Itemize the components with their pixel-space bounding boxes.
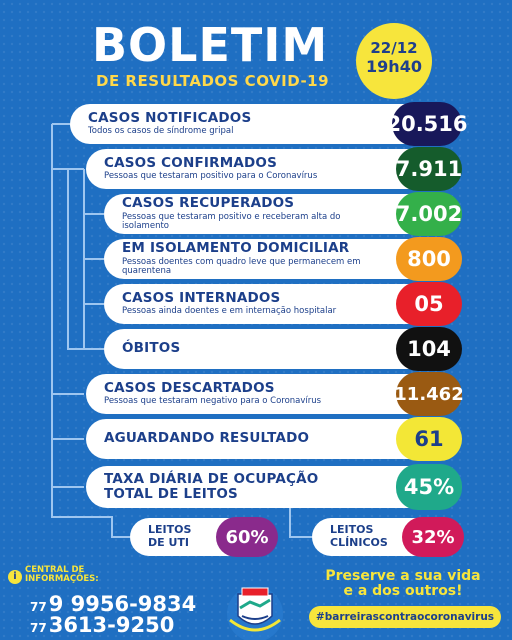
date-text: 22/12 xyxy=(370,39,418,57)
row-label: CASOS DESCARTADOS xyxy=(104,379,275,396)
date-badge: 22/12 19h40 xyxy=(356,23,432,99)
page-title: BOLETIM xyxy=(92,18,329,72)
row-value: 11.462 xyxy=(394,372,464,416)
row-value: 104 xyxy=(396,327,462,371)
city-crest xyxy=(227,586,283,640)
phone-number-2[interactable]: 773613-9250 xyxy=(30,613,174,637)
beds-clinicos-value: 32% xyxy=(402,517,464,557)
row-desc: Pessoas que testaram negativo para o Cor… xyxy=(104,396,322,407)
row-label-2: TOTAL DE LEITOS xyxy=(104,486,238,502)
row-casos-notificados: CASOS NOTIFICADOS Todos os casos de síndr… xyxy=(70,102,468,146)
row-desc: Todos os casos de síndrome gripal xyxy=(88,126,234,137)
hashtag-badge[interactable]: #barreirascontraocoronavirus xyxy=(309,606,501,628)
row-casos-confirmados: CASOS CONFIRMADOS Pessoas que testaram po… xyxy=(86,147,462,191)
row-value: 800 xyxy=(396,237,462,281)
row-label: CASOS INTERNADOS xyxy=(122,289,281,306)
row-isolamento-domiciliar: EM ISOLAMENTO DOMICILIAR Pessoas doentes … xyxy=(104,237,462,281)
beds-uti-value: 60% xyxy=(216,517,278,557)
beds-uti-label-2: DE UTI xyxy=(148,535,190,549)
central-line-2: INFORMAÇÕES: xyxy=(25,574,99,585)
row-label: CASOS NOTIFICADOS xyxy=(88,109,252,126)
row-taxa-ocupacao: TAXA DIÁRIA DE OCUPAÇÃO TOTAL DE LEITOS 4… xyxy=(86,464,462,510)
row-casos-descartados: CASOS DESCARTADOS Pessoas que testaram ne… xyxy=(86,372,464,416)
central-info-label: CENTRAL DE INFORMAÇÕES: xyxy=(25,565,99,585)
beds-uti-label: LEITOS xyxy=(148,523,192,536)
preserve-line-1: Preserve a sua vida xyxy=(325,568,481,584)
row-aguardando-resultado: AGUARDANDO RESULTADO 61 xyxy=(86,417,462,461)
row-label: EM ISOLAMENTO DOMICILIAR xyxy=(122,240,350,257)
row-label: AGUARDANDO RESULTADO xyxy=(104,430,310,447)
central-line-1: CENTRAL DE xyxy=(25,565,85,575)
row-desc: Pessoas que testaram positivo e recebera… xyxy=(122,211,341,231)
row-desc: Pessoas doentes com quadro leve que perm… xyxy=(122,256,361,276)
phone-2-ddd: 77 xyxy=(30,621,47,635)
row-value: 45% xyxy=(396,464,462,510)
row-casos-internados: CASOS INTERNADOS Pessoas ainda doentes e … xyxy=(104,282,462,326)
row-label: TAXA DIÁRIA DE OCUPAÇÃO xyxy=(104,470,319,487)
info-icon: i xyxy=(8,570,22,584)
row-value: 05 xyxy=(396,282,462,326)
row-label: CASOS RECUPERADOS xyxy=(122,195,295,212)
preserve-line-2: e a dos outros! xyxy=(343,583,463,600)
row-value: 7.911 xyxy=(396,147,462,191)
phone-number-1[interactable]: 779 9956-9834 xyxy=(30,592,196,616)
row-casos-recuperados: CASOS RECUPERADOS Pessoas que testaram po… xyxy=(104,192,462,236)
phone-1-ddd: 77 xyxy=(30,600,47,614)
row-value: 20.516 xyxy=(386,102,468,146)
beds-clinicos-label-2: CLÍNICOS xyxy=(330,535,388,549)
row-label: CASOS CONFIRMADOS xyxy=(104,154,277,171)
row-obitos: ÓBITOS 104 xyxy=(104,327,462,371)
phone-2-number: 3613-9250 xyxy=(48,613,175,637)
row-desc: Pessoas ainda doentes e em internação ho… xyxy=(122,306,337,317)
row-desc: Pessoas que testaram positivo para o Cor… xyxy=(104,171,318,182)
beds-clinicos-label: LEITOS xyxy=(330,523,374,536)
time-text: 19h40 xyxy=(366,57,422,76)
beds-clinicos: LEITOS CLÍNICOS 32% xyxy=(312,517,464,557)
row-label: ÓBITOS xyxy=(122,340,181,357)
beds-uti: LEITOS DE UTI 60% xyxy=(130,517,278,557)
row-value: 61 xyxy=(396,417,462,461)
phone-1-number: 9 9956-9834 xyxy=(48,592,197,616)
preserve-message: Preserve a sua vida e a dos outros! xyxy=(318,568,488,600)
row-value: 7.002 xyxy=(396,192,462,236)
page-subtitle: DE RESULTADOS COVID-19 xyxy=(96,72,330,90)
